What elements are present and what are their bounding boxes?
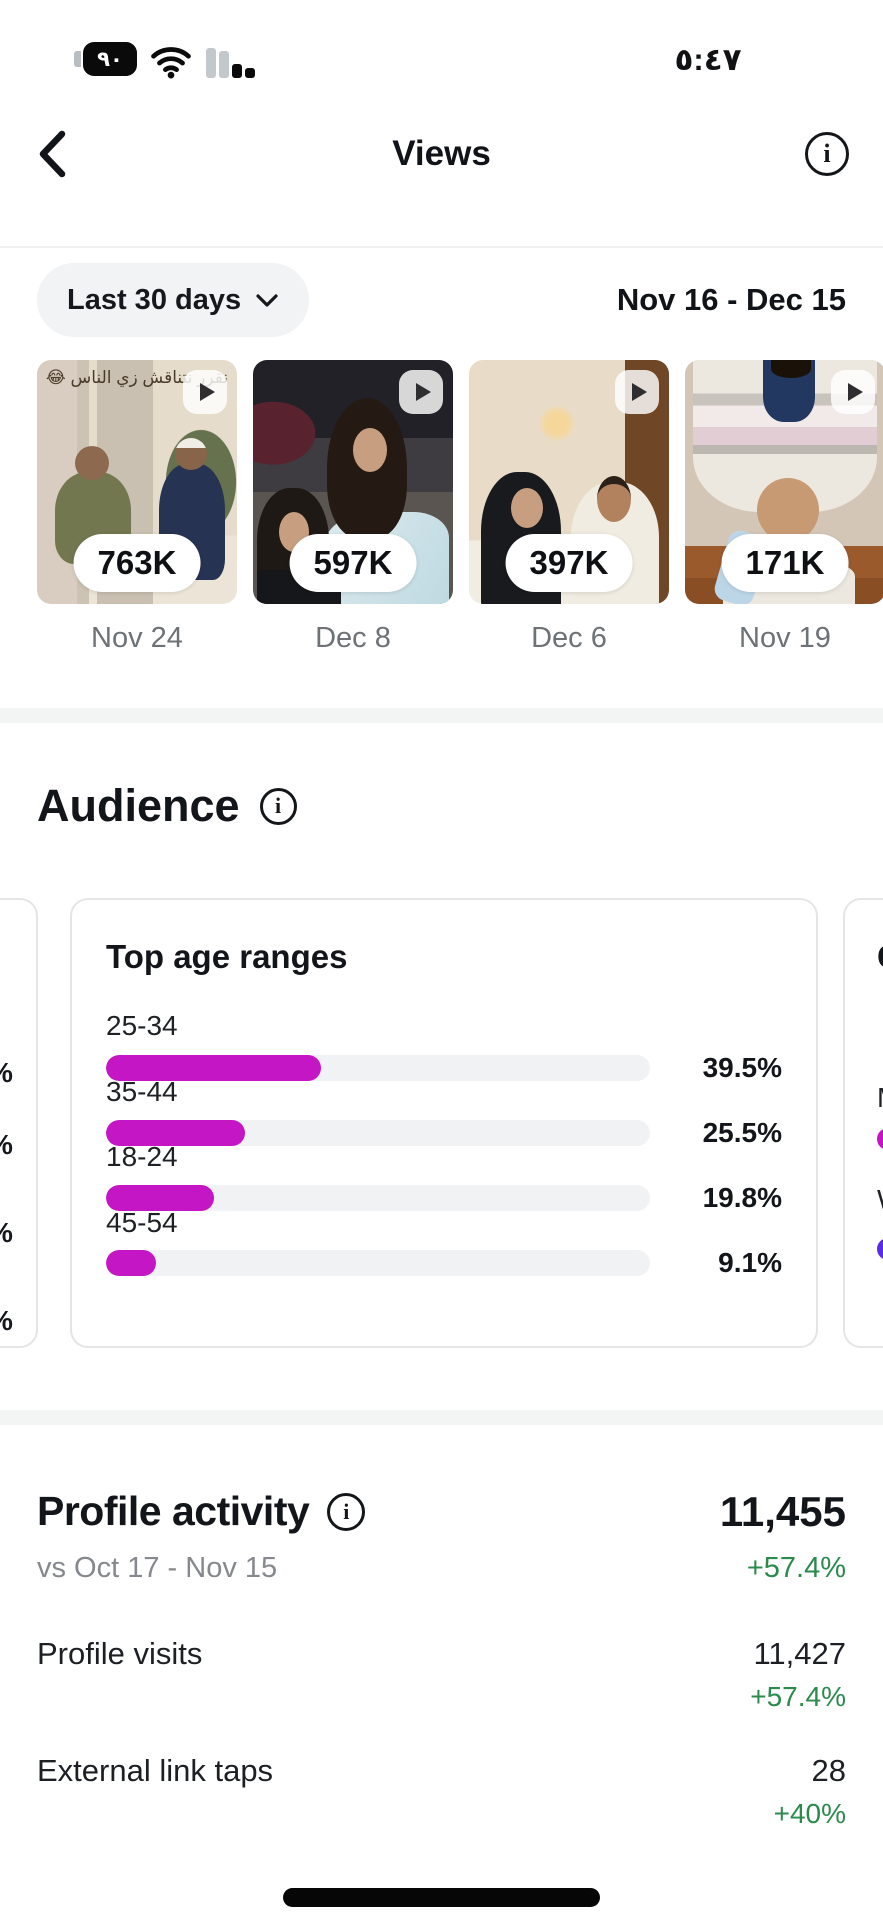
reel-play-icon	[831, 370, 875, 414]
post-thumbnail-1[interactable]: نقرر نتناقش زي الناس 😂 763K	[37, 360, 237, 604]
header-info-icon[interactable]: i	[805, 132, 849, 176]
metric-row-external-link-taps: External link taps 28 +40%	[37, 1753, 846, 1830]
views-count-pill: 171K	[721, 534, 849, 592]
back-button[interactable]	[34, 126, 78, 182]
audience-section-heading: Audience i	[37, 780, 297, 832]
reel-play-icon	[399, 370, 443, 414]
age-range-label: 18-24	[106, 1141, 178, 1172]
metric-value: 11,427	[753, 1636, 846, 1671]
total-change-badge: +57.4%	[746, 1552, 846, 1584]
header: Views i	[0, 98, 883, 210]
section-divider	[0, 708, 883, 723]
bar-track	[106, 1250, 650, 1276]
profile-activity-total: 11,455	[719, 1488, 846, 1535]
thumbnail-figure	[159, 438, 225, 580]
audience-info-icon[interactable]: i	[259, 787, 297, 825]
reel-play-icon	[183, 370, 227, 414]
profile-activity-title: Profile activity	[37, 1488, 310, 1534]
chevron-left-icon	[39, 130, 66, 178]
thumbnail-figure	[327, 398, 407, 538]
bar-fill	[106, 1250, 156, 1276]
home-indicator[interactable]	[283, 1888, 600, 1907]
age-percent-value: 9.1%	[718, 1247, 782, 1278]
profile-activity-info-icon[interactable]: i	[327, 1492, 366, 1531]
battery-cap	[74, 51, 81, 67]
filter-row: Last 30 days Nov 16 - Dec 15	[0, 262, 883, 338]
metric-value: 28	[811, 1753, 846, 1788]
top-age-ranges-card[interactable]: Top age ranges 25-34 39.5% 35-44 25.5% 1…	[70, 898, 818, 1348]
clipped-percent-value: %	[0, 1129, 13, 1161]
chevron-down-icon	[256, 293, 278, 307]
period-selector[interactable]: Last 30 days	[37, 263, 310, 337]
gender-label-fragment: W	[877, 1184, 883, 1216]
next-card-title-fragment: G	[877, 938, 883, 976]
cellular-signal-icon	[206, 46, 255, 78]
reel-play-icon	[615, 370, 659, 414]
clipped-percent-value: %	[0, 1305, 13, 1337]
header-divider	[0, 246, 883, 248]
wifi-icon	[151, 47, 191, 79]
date-range-label: Nov 16 - Dec 15	[616, 282, 846, 317]
clipped-percent-value: %	[0, 1217, 13, 1249]
gender-bar-women	[877, 1238, 883, 1260]
post-date: Nov 24	[91, 622, 183, 654]
bar-fill	[106, 1185, 214, 1211]
age-bar-row: 39.5%	[106, 1052, 782, 1084]
audience-card-next[interactable]: G M W	[843, 898, 883, 1348]
battery-level: ٩٠	[83, 42, 137, 76]
battery-icon: ٩٠	[74, 42, 137, 76]
age-range-label: 35-44	[106, 1076, 178, 1107]
post-caption-overlay: نقرر نتناقش زي الناس 😂	[45, 368, 229, 387]
age-range-label: 45-54	[106, 1207, 178, 1238]
status-bar: ٩٠ ٥:٤٧	[0, 0, 883, 100]
bar-track	[106, 1055, 650, 1081]
metric-label: Profile visits	[37, 1636, 203, 1671]
post-thumbnail-4[interactable]: 171K	[685, 360, 883, 604]
post-date: Dec 6	[531, 622, 607, 654]
gender-bar-men	[877, 1128, 883, 1150]
age-range-label: 25-34	[106, 1010, 178, 1041]
profile-activity-header: Profile activity i 11,455	[37, 1488, 846, 1536]
profile-activity-subrow: vs Oct 17 - Nov 15 +57.4%	[37, 1552, 846, 1585]
metric-row-profile-visits: Profile visits 11,427 +57.4%	[37, 1636, 846, 1713]
age-percent-value: 25.5%	[702, 1117, 782, 1148]
post-date: Nov 19	[739, 622, 831, 654]
clipped-percent-value: %	[0, 1057, 13, 1089]
audience-title: Audience	[37, 780, 240, 831]
metric-change: +57.4%	[750, 1681, 846, 1712]
bar-fill	[106, 1055, 321, 1081]
age-card-title: Top age ranges	[106, 938, 348, 975]
age-bar-row: 19.8%	[106, 1182, 782, 1214]
thumbnail-figure	[757, 478, 819, 542]
post-date: Dec 8	[315, 622, 391, 654]
section-divider	[0, 1410, 883, 1425]
comparison-period-label: vs Oct 17 - Nov 15	[37, 1552, 278, 1584]
bar-track	[106, 1185, 650, 1211]
metric-change: +40%	[773, 1798, 846, 1829]
post-thumbnail-3[interactable]: 397K	[469, 360, 669, 604]
views-count-pill: 763K	[73, 534, 201, 592]
gender-label-fragment: M	[877, 1082, 883, 1114]
age-bar-row: 9.1%	[106, 1247, 782, 1279]
post-thumbnail-2[interactable]: 597K	[253, 360, 453, 604]
thumbnail-figure	[771, 360, 811, 378]
views-count-pill: 397K	[505, 534, 633, 592]
views-count-pill: 597K	[289, 534, 417, 592]
bar-track	[106, 1120, 650, 1146]
age-percent-value: 39.5%	[702, 1052, 782, 1083]
age-bar-row: 25.5%	[106, 1117, 782, 1149]
metric-label: External link taps	[37, 1753, 274, 1788]
page-title: Views	[392, 134, 491, 173]
audience-card-previous[interactable]: % % % %	[0, 898, 38, 1348]
age-percent-value: 19.8%	[702, 1182, 782, 1213]
bar-fill	[106, 1120, 245, 1146]
status-time: ٥:٤٧	[674, 42, 742, 77]
period-label: Last 30 days	[67, 283, 242, 316]
